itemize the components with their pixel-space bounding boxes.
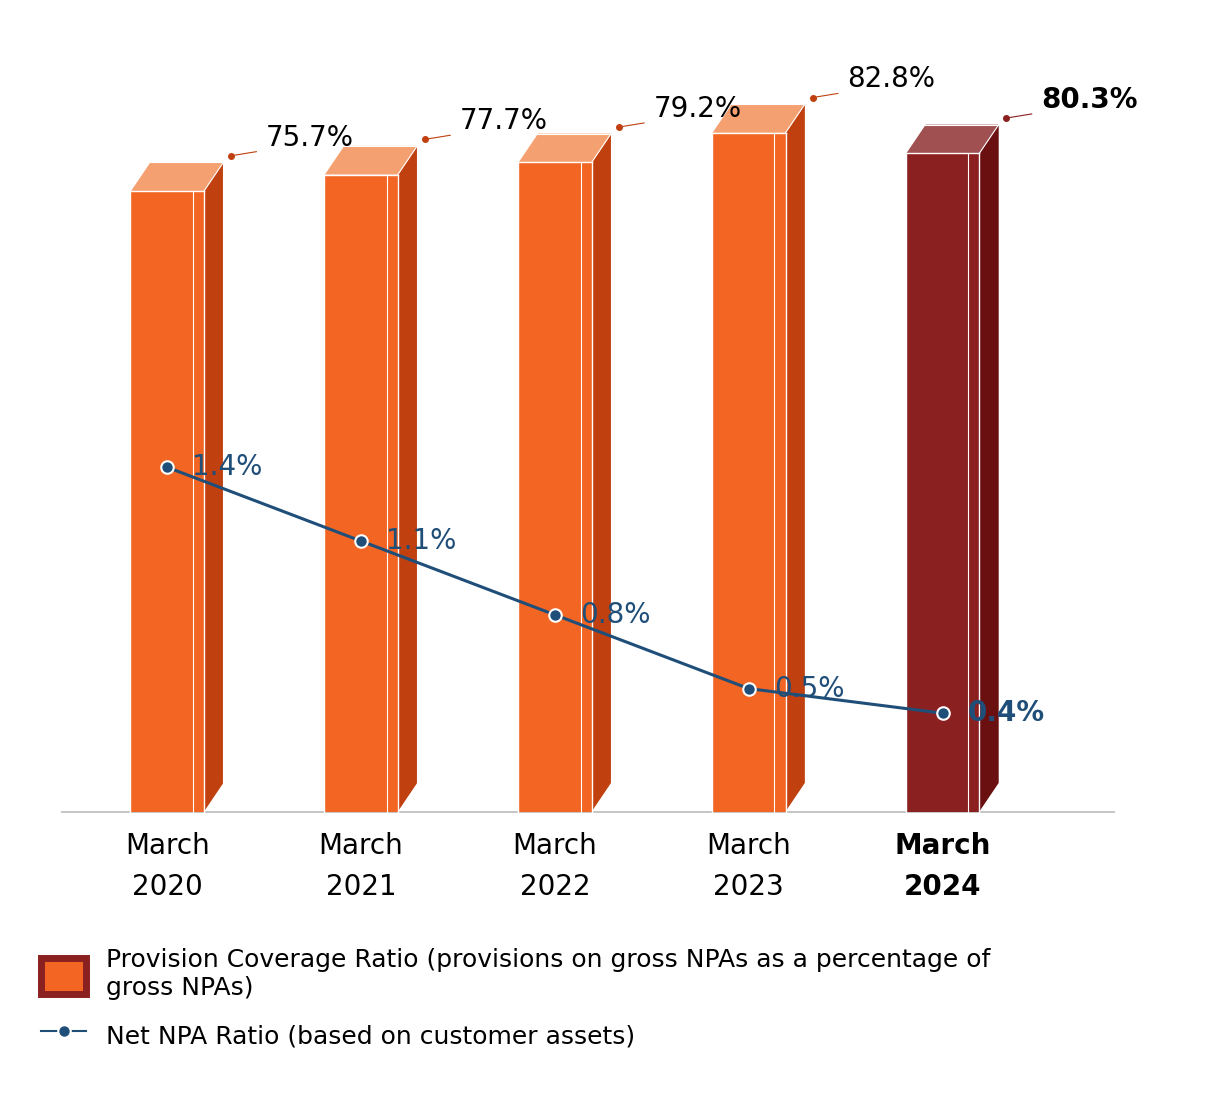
Text: 2023: 2023 [714, 873, 784, 901]
Polygon shape [518, 133, 611, 162]
Text: 2020: 2020 [132, 873, 202, 901]
Text: 1.1%: 1.1% [387, 527, 457, 555]
Polygon shape [131, 162, 223, 191]
Text: 2021: 2021 [326, 873, 396, 901]
Text: 2022: 2022 [520, 873, 590, 901]
Polygon shape [398, 145, 417, 811]
Text: March: March [319, 832, 404, 860]
Text: 79.2%: 79.2% [653, 95, 742, 122]
Text: 75.7%: 75.7% [267, 124, 354, 152]
Bar [325, 175, 398, 811]
Legend: Provision Coverage Ratio (provisions on gross NPAs as a percentage of
gross NPAs: Provision Coverage Ratio (provisions on … [41, 949, 991, 1054]
Text: 77.7%: 77.7% [459, 107, 548, 136]
Text: 0.8%: 0.8% [581, 601, 651, 628]
Text: March: March [707, 832, 791, 860]
Bar [518, 162, 591, 811]
Polygon shape [325, 145, 417, 175]
Polygon shape [785, 104, 805, 811]
Polygon shape [711, 104, 805, 133]
Polygon shape [591, 133, 611, 811]
Bar [711, 133, 785, 811]
Text: 0.5%: 0.5% [774, 674, 845, 703]
Text: 2024: 2024 [904, 873, 982, 901]
Polygon shape [204, 162, 223, 811]
Polygon shape [979, 125, 999, 811]
Text: 82.8%: 82.8% [847, 66, 936, 94]
Bar [905, 153, 979, 811]
Bar [131, 191, 204, 811]
Text: March: March [513, 832, 598, 860]
Text: March: March [894, 832, 990, 860]
Text: 1.4%: 1.4% [193, 454, 263, 481]
Text: 80.3%: 80.3% [1041, 86, 1138, 114]
Text: March: March [125, 832, 210, 860]
Text: 0.4%: 0.4% [967, 700, 1045, 727]
Polygon shape [905, 125, 999, 153]
